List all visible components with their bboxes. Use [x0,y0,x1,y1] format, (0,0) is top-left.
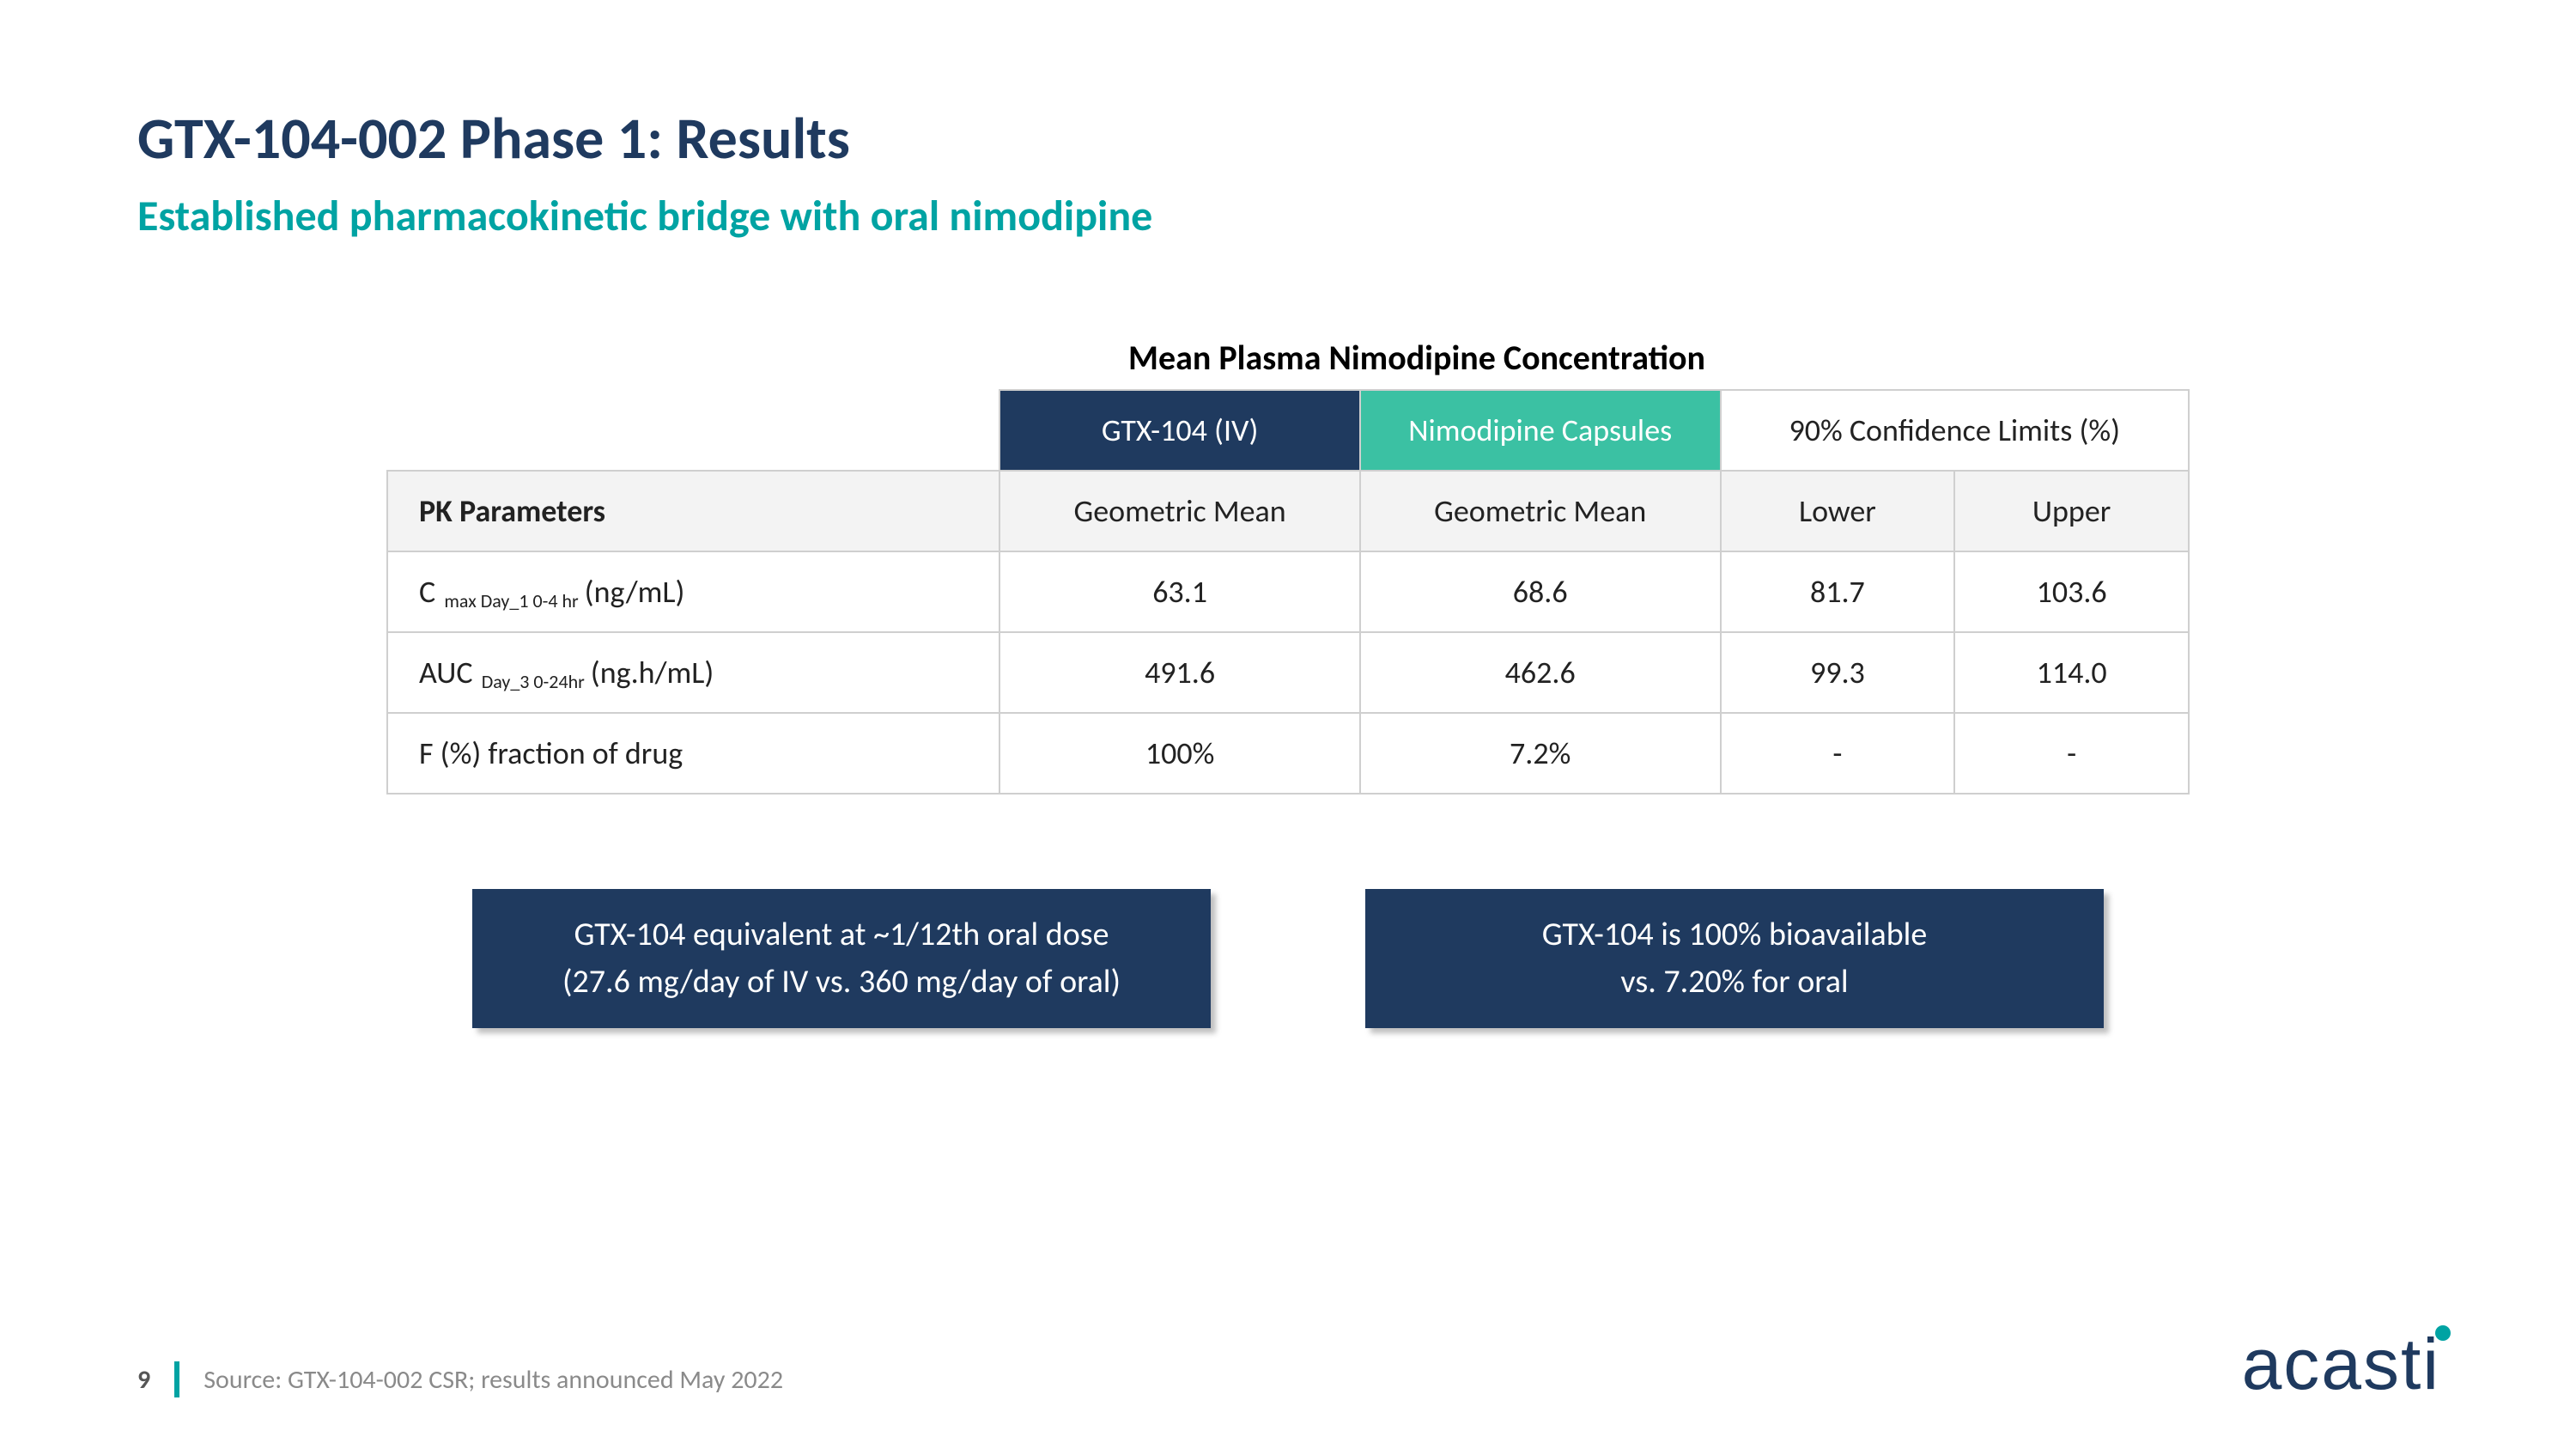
cell-lower: 81.7 [1721,551,1955,632]
cell-lower: 99.3 [1721,632,1955,713]
cell-gtx: 100% [999,713,1360,794]
slide-subtitle: Established pharmacokinetic bridge with … [137,190,2439,242]
row-label-auc: AUC Day_3 0-24hr (ng.h/mL) [387,632,999,713]
table-row: C max Day_1 0-4 hr (ng/mL) 63.1 68.6 81.… [387,551,2189,632]
cell-gtx: 63.1 [999,551,1360,632]
footer: 9 Source: GTX-104-002 CSR; results annou… [137,1361,783,1397]
callout-left-line1: GTX-104 equivalent at ~1/12th oral dose [524,911,1159,959]
subheader-upper: Upper [1954,471,2189,551]
callout-right-line1: GTX-104 is 100% bioavailable [1417,911,2052,959]
row-label-suffix: (ng.h/mL) [591,654,714,691]
callouts: GTX-104 equivalent at ~1/12th oral dose … [137,889,2439,1028]
row-label-sub: Day_3 0-24hr [480,670,591,693]
row-label-suffix: (ng/mL) [585,573,685,611]
table-title: Mean Plasma Nimodipine Concentration [137,337,2439,379]
callout-right-line2: vs. 7.20% for oral [1417,959,2052,1006]
logo-text: acasti [2242,1324,2440,1404]
logo-dot-icon [2435,1325,2451,1341]
row-label-prefix: AUC [419,654,480,691]
subheader-lower: Lower [1721,471,1955,551]
table-row: F (%) fraction of drug 100% 7.2% - - [387,713,2189,794]
cell-nimo: 462.6 [1360,632,1721,713]
table-header-row-1: GTX-104 (IV) Nimodipine Capsules 90% Con… [387,390,2189,471]
header-confidence: 90% Confidence Limits (%) [1721,390,2190,471]
subheader-pk-parameters: PK Parameters [387,471,999,551]
callout-left: GTX-104 equivalent at ~1/12th oral dose … [472,889,1211,1028]
acasti-logo: acasti [2242,1323,2456,1406]
slide: GTX-104-002 Phase 1: Results Established… [0,0,2576,1449]
row-label-prefix: F (%) fraction of drug [419,734,683,772]
cell-upper: 114.0 [1954,632,2189,713]
row-label-sub: max Day_1 0-4 hr [442,589,584,612]
cell-upper: - [1954,713,2189,794]
slide-title: GTX-104-002 Phase 1: Results [137,103,2439,174]
cell-upper: 103.6 [1954,551,2189,632]
header-nimodipine: Nimodipine Capsules [1360,390,1721,471]
pk-table-wrapper: GTX-104 (IV) Nimodipine Capsules 90% Con… [386,389,2190,795]
header-gtx: GTX-104 (IV) [999,390,1360,471]
cell-nimo: 7.2% [1360,713,1721,794]
subheader-geomean-1: Geometric Mean [999,471,1360,551]
pk-table: GTX-104 (IV) Nimodipine Capsules 90% Con… [386,389,2190,795]
row-label-cmax: C max Day_1 0-4 hr (ng/mL) [387,551,999,632]
page-number: 9 [137,1364,150,1396]
cell-nimo: 68.6 [1360,551,1721,632]
row-label-prefix: C [419,573,442,611]
table-row: AUC Day_3 0-24hr (ng.h/mL) 491.6 462.6 9… [387,632,2189,713]
callout-left-line2: (27.6 mg/day of IV vs. 360 mg/day of ora… [524,959,1159,1006]
cell-lower: - [1721,713,1955,794]
page-divider [174,1361,179,1397]
source-text: Source: GTX-104-002 CSR; results announc… [204,1364,783,1396]
cell-gtx: 491.6 [999,632,1360,713]
callout-right: GTX-104 is 100% bioavailable vs. 7.20% f… [1365,889,2104,1028]
header-blank [387,390,999,471]
subheader-geomean-2: Geometric Mean [1360,471,1721,551]
table-header-row-2: PK Parameters Geometric Mean Geometric M… [387,471,2189,551]
row-label-fraction: F (%) fraction of drug [387,713,999,794]
